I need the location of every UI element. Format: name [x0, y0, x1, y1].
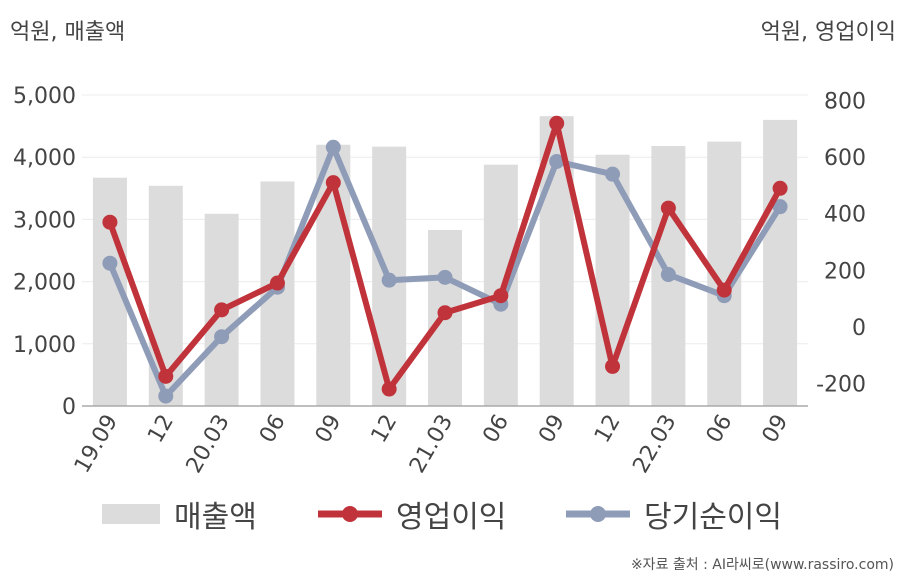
x-tick-label: 12: [143, 411, 179, 448]
point-operating-income: [493, 288, 509, 304]
point-net-income: [381, 272, 397, 288]
point-net-income: [549, 153, 565, 169]
point-operating-income: [660, 200, 676, 216]
legend-label-revenue: 매출액: [174, 500, 257, 535]
x-tick-label: 06: [478, 411, 514, 448]
left-axis-unit: 억원, 매출액: [10, 20, 126, 45]
bar-revenue: [483, 164, 518, 406]
right-tick-label: 800: [824, 90, 866, 115]
point-operating-income: [605, 358, 621, 374]
point-operating-income: [325, 175, 341, 191]
legend-item-net-income: 당기순이익: [566, 492, 782, 536]
bar-revenue: [763, 119, 798, 406]
point-net-income: [437, 269, 453, 285]
x-tick-label: 21.03: [405, 411, 458, 478]
combo-chart: 0 1,000 2,000 3,000 4,000 5,000 -200 0 200 400 600…: [13, 84, 866, 478]
point-operating-income: [269, 275, 285, 291]
x-tick-label: 19.09: [70, 411, 123, 478]
x-tick-label: 06: [255, 411, 291, 448]
right-tick-label: 200: [824, 259, 866, 284]
left-tick-label: 3,000: [13, 208, 76, 233]
x-tick-label: 12: [367, 411, 403, 448]
left-tick-label: 1,000: [13, 333, 76, 358]
point-net-income: [605, 166, 621, 182]
x-tick-label: 06: [702, 411, 738, 448]
legend-item-revenue: 매출액: [102, 492, 257, 536]
right-tick-label: 0: [852, 316, 866, 341]
point-operating-income: [772, 180, 788, 196]
x-tick-label: 22.03: [628, 411, 681, 478]
x-tick-label: 20.03: [182, 411, 235, 478]
left-tick-label: 0: [62, 395, 76, 420]
source-credit: ※자료 출처 : AI라씨로(www.rassiro.com): [630, 557, 894, 573]
point-operating-income: [158, 368, 174, 384]
legend-label-net-income: 당기순이익: [644, 500, 782, 535]
right-axis-unit: 억원, 영업이익: [760, 20, 896, 45]
right-tick-label: 600: [824, 146, 866, 171]
point-net-income: [325, 139, 341, 155]
left-tick-label: 5,000: [13, 84, 76, 109]
x-tick-label: 12: [590, 411, 626, 448]
point-operating-income: [716, 282, 732, 298]
left-tick-label: 2,000: [13, 271, 76, 296]
point-operating-income: [102, 214, 118, 230]
point-operating-income: [437, 305, 453, 321]
legend-label-operating-income: 영업이익: [396, 500, 507, 535]
point-operating-income: [549, 115, 565, 131]
left-tick-label: 4,000: [13, 146, 76, 171]
point-operating-income: [381, 381, 397, 397]
right-tick-label: -200: [816, 372, 866, 397]
point-operating-income: [214, 302, 230, 318]
legend-line-swatch: [566, 506, 630, 522]
legend-line-swatch: [318, 506, 382, 522]
x-tick-label: 09: [534, 411, 570, 448]
point-net-income: [660, 267, 676, 283]
point-net-income: [772, 199, 788, 215]
x-tick-label: 09: [311, 411, 347, 448]
point-net-income: [214, 329, 230, 345]
legend-item-operating-income: 영업이익: [318, 492, 506, 536]
point-net-income: [158, 388, 174, 404]
right-tick-label: 400: [824, 203, 866, 228]
x-tick-label: 09: [758, 411, 794, 448]
legend-bar-swatch: [102, 504, 160, 524]
point-net-income: [102, 255, 118, 271]
